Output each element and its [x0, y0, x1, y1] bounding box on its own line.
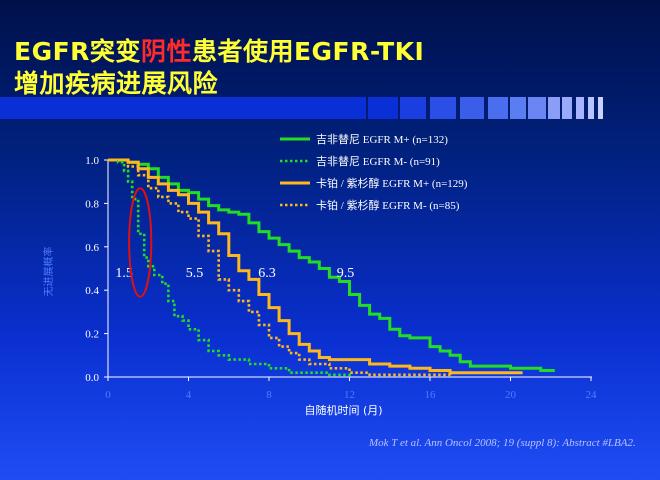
- y-tick-label: 0.6: [85, 242, 99, 254]
- series-line: [108, 158, 555, 372]
- band-square: [400, 97, 426, 119]
- band-square: [460, 97, 484, 119]
- y-tick-label: 0.8: [85, 198, 99, 210]
- x-tick-label: 8: [266, 389, 272, 401]
- median-annotation: 5.5: [186, 266, 204, 281]
- x-tick-label: 16: [425, 389, 437, 401]
- title-part-2: 患者使用EGFR-TKI: [191, 37, 425, 66]
- band-square: [528, 97, 546, 119]
- series-line: [108, 158, 523, 375]
- band-square: [430, 97, 456, 119]
- band-square: [368, 97, 398, 119]
- decorative-band: [0, 97, 660, 119]
- title-line-2: 增加疾病进展风险: [14, 69, 219, 98]
- title-highlight: 阴性: [140, 37, 192, 66]
- series-line: [108, 158, 452, 377]
- x-tick-label: 24: [586, 389, 598, 401]
- x-tick-label: 0: [105, 389, 111, 401]
- title-line-1: EGFR突变阴性患者使用EGFR-TKI: [14, 36, 424, 68]
- median-annotation: 6.3: [258, 266, 276, 281]
- x-tick-label: 4: [186, 389, 192, 401]
- y-axis-label: 无进展概率: [42, 247, 55, 297]
- slide-title: EGFR突变阴性患者使用EGFR-TKI 增加疾病进展风险: [14, 36, 424, 100]
- band-square: [562, 97, 572, 119]
- citation: Mok T et al. Ann Oncol 2008; 19 (suppl 8…: [369, 437, 636, 449]
- band-square: [598, 97, 603, 119]
- legend-label: 吉非替尼 EGFR M- (n=91): [316, 154, 440, 168]
- y-tick-label: 0.2: [85, 329, 99, 341]
- band-square: [588, 97, 594, 119]
- x-axis-label: 自随机时间 (月): [304, 403, 382, 417]
- legend-label: 卡铂 / 紫杉醇 EGFR M+ (n=129): [316, 176, 468, 190]
- band-square: [576, 97, 584, 119]
- y-tick-label: 1.0: [85, 155, 99, 167]
- series-line: [108, 158, 351, 377]
- band-bar: [0, 97, 366, 119]
- y-tick-label: 0.4: [85, 285, 99, 297]
- x-tick-label: 12: [344, 389, 355, 401]
- x-tick-label: 20: [505, 389, 517, 401]
- median-annotation: 1.5: [115, 266, 133, 281]
- title-part-1: EGFR突变: [14, 37, 141, 66]
- band-square: [510, 97, 526, 119]
- band-square: [548, 97, 560, 119]
- band-square: [488, 97, 508, 119]
- y-tick-label: 0.0: [85, 372, 99, 384]
- highlight-ellipse: [128, 187, 153, 298]
- legend-label: 卡铂 / 紫杉醇 EGFR M- (n=85): [316, 198, 460, 212]
- legend-label: 吉非替尼 EGFR M+ (n=132): [316, 132, 448, 146]
- median-annotation: 9.5: [337, 266, 355, 281]
